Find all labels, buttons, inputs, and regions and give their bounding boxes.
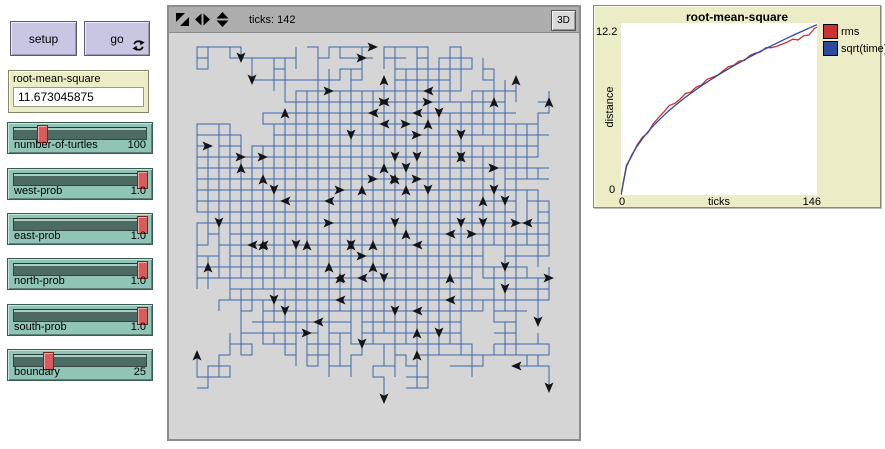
slider-label: north-prob bbox=[14, 275, 65, 287]
go-button-label: go bbox=[110, 31, 124, 46]
slider-track[interactable] bbox=[13, 307, 149, 325]
legend-label-sqrt-time: sqrt(time) bbox=[841, 42, 885, 55]
world-view-header: ticks: 142 3D bbox=[169, 7, 579, 33]
x-axis-min-label: 0 bbox=[619, 196, 626, 208]
plot-curves bbox=[620, 24, 818, 196]
slider-track[interactable] bbox=[13, 125, 147, 143]
rms-monitor-label: root-mean-square bbox=[13, 73, 101, 85]
view-3d-label: 3D bbox=[557, 15, 570, 26]
view-3d-button[interactable]: 3D bbox=[551, 10, 576, 31]
legend-item-sqrt-time: sqrt(time) bbox=[823, 41, 885, 56]
slider-handle[interactable] bbox=[137, 216, 149, 234]
ticks-counter: ticks: 142 bbox=[249, 13, 296, 26]
y-axis-max-label: 12.2 bbox=[596, 26, 618, 38]
slider-north-prob: north-prob 1.0 bbox=[7, 258, 153, 290]
slider-label: west-prob bbox=[14, 185, 63, 197]
plot-area bbox=[620, 23, 818, 196]
rms-monitor: root-mean-square 11.673045875 bbox=[8, 70, 149, 113]
sqrt-time-color-swatch bbox=[823, 41, 838, 56]
slider-track[interactable] bbox=[13, 261, 149, 279]
slider-label: east-prob bbox=[14, 230, 61, 242]
slider-boundary: boundary 25 bbox=[7, 349, 153, 381]
x-axis-title: ticks bbox=[708, 196, 730, 208]
forever-icon bbox=[132, 40, 145, 51]
slider-value: 25 bbox=[133, 366, 146, 378]
world-canvas[interactable] bbox=[169, 33, 579, 439]
horizontal-arrows-icon[interactable] bbox=[195, 13, 210, 26]
slider-label: number-of-turtles bbox=[14, 139, 98, 151]
random-walk-traces bbox=[169, 33, 579, 439]
slider-west-prob: west-prob 1.0 bbox=[7, 168, 153, 200]
slider-label: south-prob bbox=[14, 321, 67, 333]
slider-handle[interactable] bbox=[43, 352, 55, 370]
rms-plot: root-mean-square 12.2 distance 0 0 ticks… bbox=[593, 5, 885, 208]
slider-value: 1.0 bbox=[130, 321, 146, 333]
setup-button-label: setup bbox=[28, 31, 59, 46]
slider-handle[interactable] bbox=[137, 171, 149, 189]
go-button[interactable]: go bbox=[84, 21, 150, 56]
slider-value: 100 bbox=[127, 139, 146, 151]
slider-track[interactable] bbox=[13, 352, 147, 370]
slider-handle[interactable] bbox=[36, 125, 48, 143]
slider-number-of-turtles: number-of-turtles 100 bbox=[7, 122, 153, 154]
slider-value: 1.0 bbox=[130, 230, 146, 242]
y-axis-title: distance bbox=[604, 86, 616, 128]
rms-color-swatch bbox=[823, 24, 838, 39]
y-axis-min-label: 0 bbox=[609, 184, 616, 196]
world-view: ticks: 142 3D bbox=[167, 5, 581, 441]
slider-label: boundary bbox=[14, 366, 60, 378]
rms-monitor-value: 11.673045875 bbox=[13, 87, 144, 107]
slider-track[interactable] bbox=[13, 171, 149, 189]
slider-south-prob: south-prob 1.0 bbox=[7, 304, 153, 336]
plot-title: root-mean-square bbox=[685, 10, 789, 24]
setup-button[interactable]: setup bbox=[10, 21, 77, 56]
slider-value: 1.0 bbox=[130, 275, 146, 287]
slider-value: 1.0 bbox=[130, 185, 146, 197]
slider-track[interactable] bbox=[13, 216, 149, 234]
slider-east-prob: east-prob 1.0 bbox=[7, 213, 153, 245]
plot-legend: rms sqrt(time) bbox=[823, 24, 885, 58]
legend-item-rms: rms bbox=[823, 24, 885, 39]
slider-handle[interactable] bbox=[137, 307, 149, 325]
legend-label-rms: rms bbox=[841, 25, 860, 38]
slider-handle[interactable] bbox=[137, 261, 149, 279]
vertical-arrows-icon[interactable] bbox=[216, 12, 229, 27]
x-axis-max-label: 146 bbox=[802, 196, 821, 208]
diagonal-split-square-icon[interactable] bbox=[176, 13, 189, 26]
